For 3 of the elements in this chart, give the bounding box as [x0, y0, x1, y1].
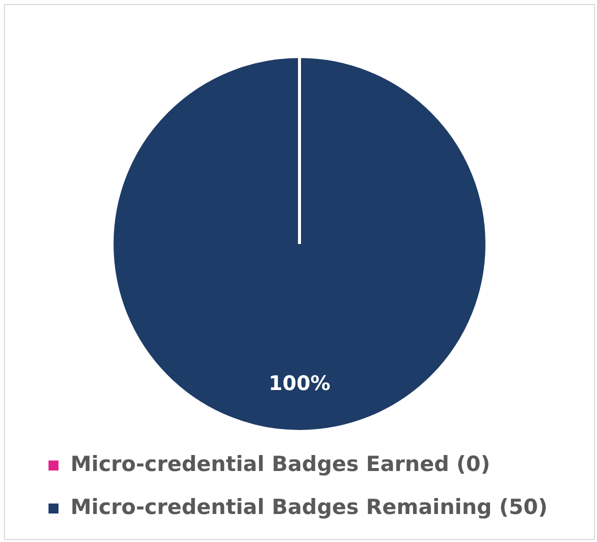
- legend-label: Micro-credential Badges Earned (0): [70, 452, 490, 476]
- legend-label: Micro-credential Badges Remaining (50): [70, 494, 548, 519]
- data-label: 100%: [268, 370, 330, 395]
